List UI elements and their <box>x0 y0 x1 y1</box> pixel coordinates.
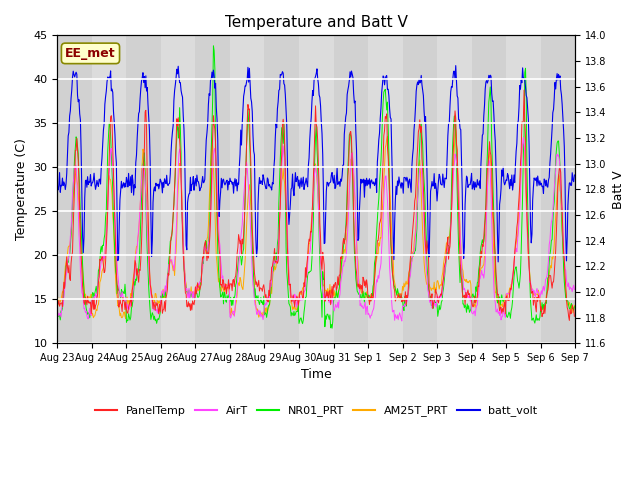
Line: NR01_PRT: NR01_PRT <box>58 46 574 328</box>
AirT <box>168 262 176 267</box>
AirT <box>378 232 386 238</box>
AM25T_PRT <box>196 280 204 286</box>
NR01_PRT <box>380 89 388 95</box>
Line: batt_volt: batt_volt <box>58 66 574 262</box>
batt_volt <box>394 178 401 184</box>
Line: AM25T_PRT: AM25T_PRT <box>58 130 574 319</box>
NR01_PRT <box>168 223 176 228</box>
PanelTemp <box>378 175 386 180</box>
Title: Temperature and Batt V: Temperature and Batt V <box>225 15 408 30</box>
AirT <box>394 312 401 318</box>
NR01_PRT <box>570 304 578 310</box>
batt_volt <box>54 185 61 191</box>
PanelTemp <box>54 300 61 306</box>
NR01_PRT <box>116 291 124 297</box>
AM25T_PRT <box>452 127 460 132</box>
batt_volt <box>378 82 386 88</box>
AM25T_PRT <box>54 295 61 300</box>
PanelTemp <box>520 87 528 93</box>
Line: PanelTemp: PanelTemp <box>58 90 574 321</box>
PanelTemp <box>116 296 124 301</box>
batt_volt <box>452 63 460 69</box>
Bar <box>92 36 127 343</box>
Bar <box>472 36 506 343</box>
AirT <box>570 287 578 292</box>
Bar <box>299 36 333 343</box>
PanelTemp <box>566 318 573 324</box>
PanelTemp <box>394 295 401 301</box>
NR01_PRT <box>328 325 336 331</box>
Bar <box>127 36 161 343</box>
batt_volt <box>196 188 204 193</box>
AirT <box>398 318 406 324</box>
PanelTemp <box>168 227 176 232</box>
NR01_PRT <box>196 288 204 293</box>
Bar <box>264 36 299 343</box>
batt_volt <box>570 172 578 178</box>
PanelTemp <box>63 254 70 260</box>
AM25T_PRT <box>116 313 124 319</box>
Y-axis label: Batt V: Batt V <box>612 170 625 209</box>
Legend: PanelTemp, AirT, NR01_PRT, AM25T_PRT, batt_volt: PanelTemp, AirT, NR01_PRT, AM25T_PRT, ba… <box>90 401 542 421</box>
PanelTemp <box>570 313 578 319</box>
AM25T_PRT <box>122 316 129 322</box>
AM25T_PRT <box>63 254 70 260</box>
AM25T_PRT <box>170 268 177 274</box>
AM25T_PRT <box>380 194 387 200</box>
Bar <box>230 36 264 343</box>
Bar <box>541 36 575 343</box>
X-axis label: Time: Time <box>301 369 332 382</box>
batt_volt <box>116 197 124 203</box>
Line: AirT: AirT <box>58 138 574 321</box>
Y-axis label: Temperature (C): Temperature (C) <box>15 138 28 240</box>
AirT <box>196 279 204 285</box>
PanelTemp <box>196 287 204 293</box>
Text: EE_met: EE_met <box>65 47 116 60</box>
batt_volt <box>494 259 502 265</box>
AirT <box>63 269 70 275</box>
batt_volt <box>63 170 70 176</box>
Bar <box>506 36 541 343</box>
AirT <box>116 290 124 296</box>
Bar <box>195 36 230 343</box>
Bar <box>403 36 437 343</box>
NR01_PRT <box>54 312 61 318</box>
Bar <box>437 36 472 343</box>
NR01_PRT <box>395 291 403 297</box>
AM25T_PRT <box>570 302 578 308</box>
Bar <box>58 36 92 343</box>
Bar <box>161 36 195 343</box>
NR01_PRT <box>63 262 70 268</box>
AirT <box>54 311 61 317</box>
batt_volt <box>168 129 176 135</box>
NR01_PRT <box>209 43 217 48</box>
AM25T_PRT <box>394 293 402 299</box>
Bar <box>333 36 368 343</box>
Bar <box>368 36 403 343</box>
AirT <box>520 135 527 141</box>
